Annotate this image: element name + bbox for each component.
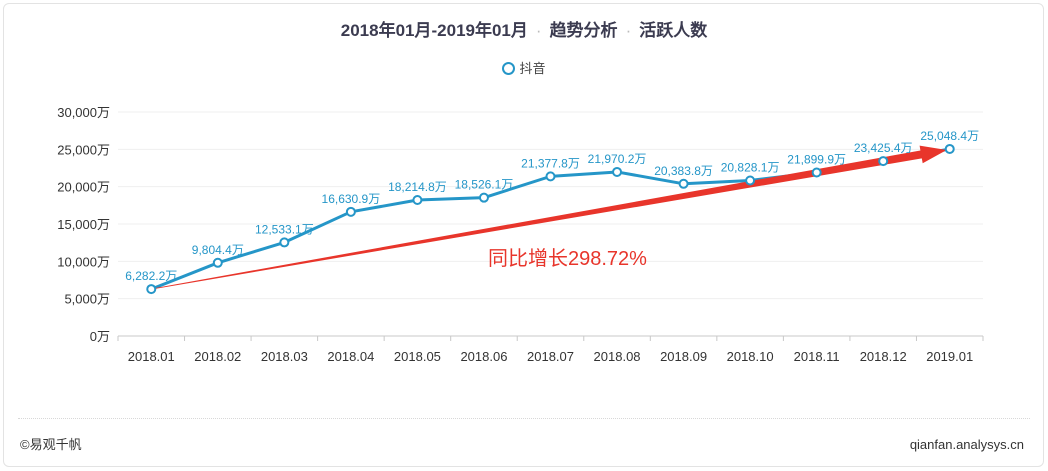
title-section: 趋势分析 bbox=[549, 21, 618, 40]
title-separator-2: · bbox=[625, 21, 632, 40]
y-tick-label: 30,000万 bbox=[57, 105, 110, 120]
title-period: 2018年01月-2019年01月 bbox=[340, 21, 528, 40]
data-point bbox=[146, 284, 157, 295]
data-label: 21,970.2万 bbox=[588, 152, 647, 166]
data-point bbox=[745, 175, 756, 186]
x-tick-label: 2018.10 bbox=[727, 349, 774, 364]
data-point bbox=[944, 143, 955, 154]
data-label: 18,214.8万 bbox=[388, 180, 447, 194]
data-point bbox=[878, 156, 889, 167]
data-point bbox=[212, 257, 223, 268]
title-metric: 活跃人数 bbox=[639, 21, 708, 40]
data-label: 16,630.9万 bbox=[322, 192, 381, 206]
x-tick-label: 2018.05 bbox=[394, 349, 441, 364]
x-tick-label: 2018.07 bbox=[527, 349, 574, 364]
x-tick-label: 2018.11 bbox=[794, 349, 840, 364]
x-tick-label: 2018.12 bbox=[860, 349, 907, 364]
data-point bbox=[612, 166, 623, 177]
y-tick-label: 5,000万 bbox=[64, 292, 110, 307]
x-tick-label: 2018.06 bbox=[460, 349, 507, 364]
x-tick-label: 2018.04 bbox=[327, 349, 374, 364]
y-tick-label: 25,000万 bbox=[57, 142, 110, 157]
x-tick-label: 2018.02 bbox=[194, 349, 241, 364]
x-tick-label: 2019.01 bbox=[926, 349, 973, 364]
site-url: qianfan.analysys.cn bbox=[909, 437, 1024, 452]
chart-card bbox=[3, 3, 1044, 467]
data-label: 6,282.2万 bbox=[125, 269, 177, 283]
data-point bbox=[678, 178, 689, 189]
legend-circle-icon bbox=[502, 62, 516, 75]
y-tick-label: 10,000万 bbox=[57, 254, 110, 269]
footer-divider bbox=[18, 418, 1030, 419]
data-point bbox=[545, 171, 556, 182]
data-point bbox=[478, 192, 489, 203]
title-separator: · bbox=[535, 21, 542, 40]
x-tick-label: 2018.08 bbox=[594, 349, 641, 364]
growth-annotation: 同比增长298.72% bbox=[488, 247, 647, 270]
chart-legend[interactable]: 抖音 bbox=[0, 58, 1048, 77]
data-label: 21,377.8万 bbox=[521, 156, 580, 170]
data-label: 12,533.1万 bbox=[255, 222, 314, 236]
data-point bbox=[811, 167, 822, 178]
data-label: 25,048.4万 bbox=[920, 129, 979, 143]
copyright-text: ©易观千帆 bbox=[20, 437, 82, 452]
y-tick-label: 15,000万 bbox=[57, 217, 110, 232]
y-tick-label: 20,000万 bbox=[57, 180, 110, 195]
legend-label: 抖音 bbox=[519, 61, 546, 76]
data-point bbox=[345, 206, 356, 217]
data-label: 9,804.4万 bbox=[192, 243, 244, 257]
data-label: 23,425.4万 bbox=[854, 141, 913, 155]
data-point bbox=[412, 194, 423, 205]
y-tick-label: 0万 bbox=[90, 329, 110, 344]
data-label: 20,828.1万 bbox=[721, 160, 780, 174]
data-label: 21,899.9万 bbox=[787, 152, 846, 166]
data-label: 20,383.8万 bbox=[654, 164, 713, 178]
x-tick-label: 2018.09 bbox=[660, 349, 707, 364]
x-tick-label: 2018.01 bbox=[128, 349, 175, 364]
chart-title: 2018年01月-2019年01月 · 趋势分析 · 活跃人数 bbox=[0, 16, 1048, 41]
data-label: 18,526.1万 bbox=[455, 178, 514, 192]
x-tick-label: 2018.03 bbox=[261, 349, 308, 364]
data-point bbox=[279, 237, 290, 248]
